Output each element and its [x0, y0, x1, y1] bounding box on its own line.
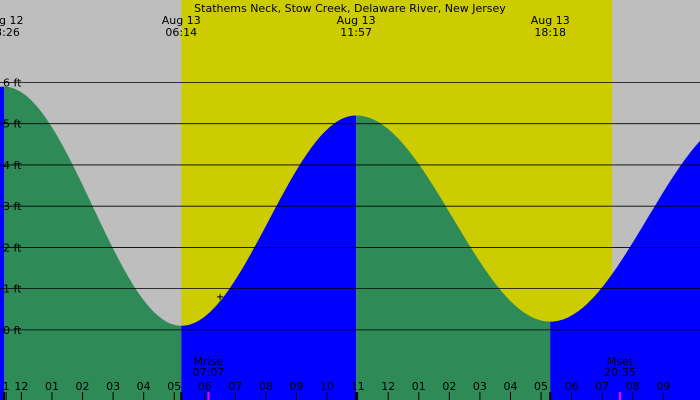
x-tick-label: 09 — [656, 380, 670, 393]
rising-tide-segment — [181, 115, 357, 400]
y-tick-label: 0 ft — [3, 324, 22, 337]
moon-event-time: 20:35 — [604, 366, 636, 379]
x-tick-label: 06 — [565, 380, 579, 393]
y-tick-label: 5 ft — [3, 118, 22, 131]
x-tick-label: 12 — [14, 380, 28, 393]
x-tick-label: 09 — [290, 380, 304, 393]
x-tick-label: 05 — [167, 380, 181, 393]
moon-event-label: Mrise — [194, 355, 224, 368]
tide-area — [0, 86, 700, 400]
x-tick-labels: 1 12 01 02 03 04 05 06 07 08 09 10 11 12 01 02 03 04 05 06 0… — [3, 380, 670, 400]
x-tick-label: 03 — [106, 380, 120, 393]
tide-extreme-time: 11:57 — [340, 26, 372, 39]
moon-event-label: Mset — [607, 355, 634, 368]
x-tick-label: 03 — [473, 380, 487, 393]
rising-tide-segment — [550, 140, 700, 400]
tide-extreme-date: Aug 12 — [0, 14, 23, 27]
x-tick-label: 1 — [3, 380, 10, 393]
tide-extreme-time: 23:26 — [0, 26, 20, 39]
x-tick-label: 07 — [228, 380, 242, 393]
x-tick-label: 06 — [198, 380, 212, 393]
x-tick-label: 04 — [503, 380, 517, 393]
chart-title: Stathems Neck, Stow Creek, Delaware Rive… — [194, 2, 506, 15]
tide-extreme-time: 18:18 — [534, 26, 566, 39]
falling-tide-segment — [356, 115, 551, 400]
x-tick-label: 12 — [381, 380, 395, 393]
y-tick-label: 1 ft — [3, 283, 22, 296]
y-tick-label: 3 ft — [3, 200, 22, 213]
tide-extreme-date: Aug 13 — [162, 14, 201, 27]
tide-extreme-date: Aug 13 — [337, 14, 376, 27]
y-tick-label: 2 ft — [3, 241, 22, 254]
x-tick-label: 01 — [45, 380, 59, 393]
tide-extreme-date: Aug 13 — [531, 14, 570, 27]
current-time-marker — [217, 293, 224, 300]
gridlines — [0, 82, 700, 331]
y-tick-labels: 0 ft 1 ft 2 ft 3 ft 4 ft 5 ft 6 ft — [3, 76, 22, 336]
moon-event-time: 07:07 — [193, 366, 225, 379]
x-tick-label: 02 — [442, 380, 456, 393]
x-tick-label: 08 — [626, 380, 640, 393]
x-tick-label: 08 — [259, 380, 273, 393]
tide-extreme-time: 06:14 — [165, 26, 197, 39]
x-tick-label: 11 — [351, 380, 365, 393]
x-tick-label: 07 — [595, 380, 609, 393]
y-tick-label: 6 ft — [3, 76, 22, 89]
x-tick-label: 05 — [534, 380, 548, 393]
x-tick-label: 04 — [137, 380, 151, 393]
x-tick-label: 10 — [320, 380, 334, 393]
x-tick-label: 01 — [412, 380, 426, 393]
current-marker-layer — [217, 293, 224, 300]
x-tick-label: 02 — [76, 380, 90, 393]
y-tick-label: 4 ft — [3, 159, 22, 172]
